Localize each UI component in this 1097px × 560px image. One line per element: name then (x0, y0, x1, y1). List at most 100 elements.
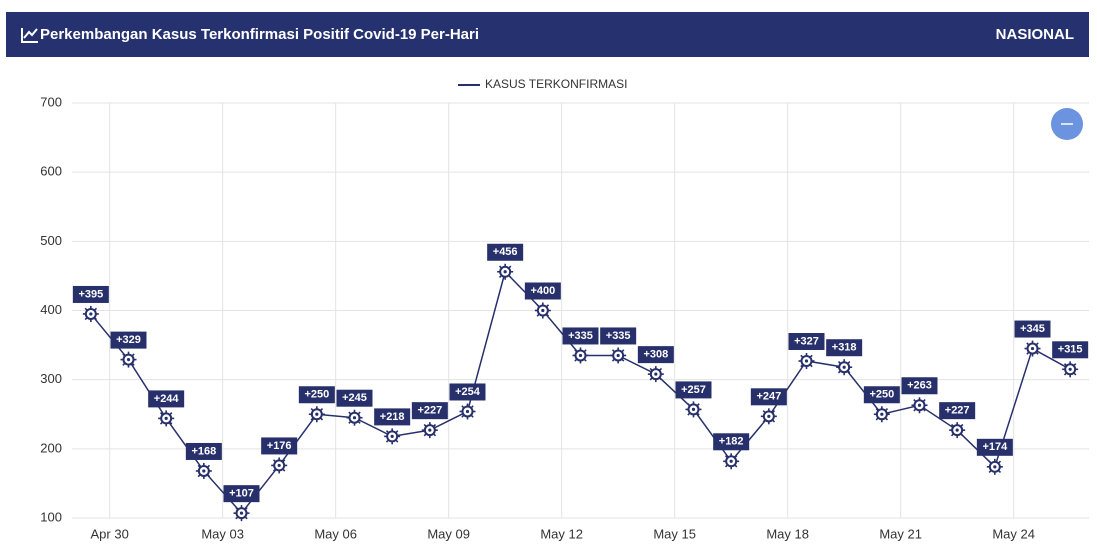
y-tick-label: 100 (40, 509, 62, 524)
value-label: +174 (982, 441, 1008, 453)
virus-marker (82, 305, 99, 322)
value-label: +182 (719, 436, 744, 448)
value-label-box (1052, 341, 1089, 359)
value-label: +315 (1058, 344, 1083, 356)
virus-marker (760, 408, 777, 425)
value-label-box (788, 332, 825, 350)
virus-marker (873, 406, 890, 423)
value-label: +250 (304, 389, 329, 401)
marker-core (917, 403, 922, 407)
value-label-box (411, 402, 448, 420)
chart-icon (21, 28, 38, 43)
virus-marker (610, 347, 627, 364)
virus-marker (685, 401, 702, 418)
x-tick-label: May 21 (879, 526, 922, 541)
virus-marker (308, 406, 325, 423)
x-tick-label: May 12 (540, 526, 583, 541)
value-label: +245 (342, 392, 367, 404)
value-label-box (976, 438, 1013, 456)
virus-marker (798, 352, 815, 369)
virus-marker (421, 422, 438, 439)
legend-label: KASUS TERKONFIRMASI (485, 77, 627, 91)
y-tick-label: 500 (40, 233, 62, 248)
value-label: +107 (229, 488, 254, 500)
value-label: +345 (1020, 323, 1045, 335)
value-label-box (223, 485, 260, 503)
value-label-box (185, 442, 222, 460)
x-tick-label: Apr 30 (91, 526, 129, 541)
value-label-box (336, 389, 373, 407)
value-label-box (863, 386, 900, 404)
virus-marker (986, 458, 1003, 475)
marker-core (428, 428, 432, 432)
virus-marker (1024, 340, 1041, 357)
virus-marker (723, 453, 740, 470)
marker-core (390, 434, 394, 438)
virus-marker (346, 409, 363, 426)
value-label-box (148, 390, 185, 408)
value-label-box (110, 331, 147, 349)
marker-core (1030, 346, 1035, 351)
y-tick-label: 300 (40, 371, 62, 386)
marker-core (691, 407, 696, 412)
value-label-box (72, 285, 109, 303)
y-tick-label: 700 (40, 94, 62, 109)
marker-core (465, 409, 470, 414)
value-label: +263 (907, 380, 932, 392)
virus-marker (949, 422, 966, 439)
value-label: +318 (832, 342, 857, 354)
marker-core (729, 459, 733, 463)
value-label: +329 (116, 334, 141, 346)
virus-marker (233, 505, 250, 522)
x-tick-label: May 03 (201, 526, 244, 541)
value-label: +247 (756, 391, 781, 403)
marker-core (164, 416, 168, 420)
value-label: +244 (154, 393, 180, 405)
zoom-out-button[interactable] (1051, 108, 1083, 140)
virus-marker (836, 359, 853, 376)
x-tick-label: May 09 (427, 526, 470, 541)
value-label: +254 (455, 386, 481, 398)
value-label-box (826, 339, 863, 357)
marker-core (578, 353, 583, 358)
value-label-box (487, 243, 524, 261)
value-label: +227 (417, 405, 442, 417)
virus-marker (459, 403, 476, 420)
value-label-box (637, 346, 674, 364)
marker-core (277, 463, 281, 468)
value-label-box (524, 282, 561, 300)
virus-marker (497, 263, 514, 280)
marker-core (126, 358, 131, 362)
value-label: +250 (869, 389, 894, 401)
value-label-box (374, 408, 411, 426)
marker-core (616, 353, 620, 358)
marker-core (541, 308, 545, 313)
value-label: +456 (493, 246, 518, 258)
virus-marker (158, 410, 175, 427)
value-label-box (939, 402, 976, 420)
marker-core (89, 312, 93, 316)
marker-core (1068, 367, 1072, 371)
value-label: +176 (267, 440, 292, 452)
marker-core (315, 412, 319, 416)
marker-core (767, 414, 771, 418)
value-label-box (675, 381, 712, 399)
marker-core (239, 511, 244, 515)
virus-marker (911, 397, 928, 414)
virus-marker (120, 351, 137, 368)
value-label: +308 (643, 349, 668, 361)
x-tick-label: May 15 (653, 526, 696, 541)
value-label-box (901, 377, 938, 395)
marker-core (804, 359, 809, 363)
value-label: +168 (191, 445, 216, 457)
x-tick-label: May 24 (992, 526, 1035, 541)
value-label-box (1014, 320, 1051, 338)
marker-core (955, 428, 959, 432)
marker-core (993, 465, 997, 469)
value-label: +335 (606, 330, 631, 342)
header-region: NASIONAL (996, 26, 1074, 43)
marker-core (503, 270, 507, 274)
x-tick-label: May 06 (314, 526, 357, 541)
y-tick-label: 200 (40, 440, 62, 455)
virus-marker (534, 302, 551, 319)
